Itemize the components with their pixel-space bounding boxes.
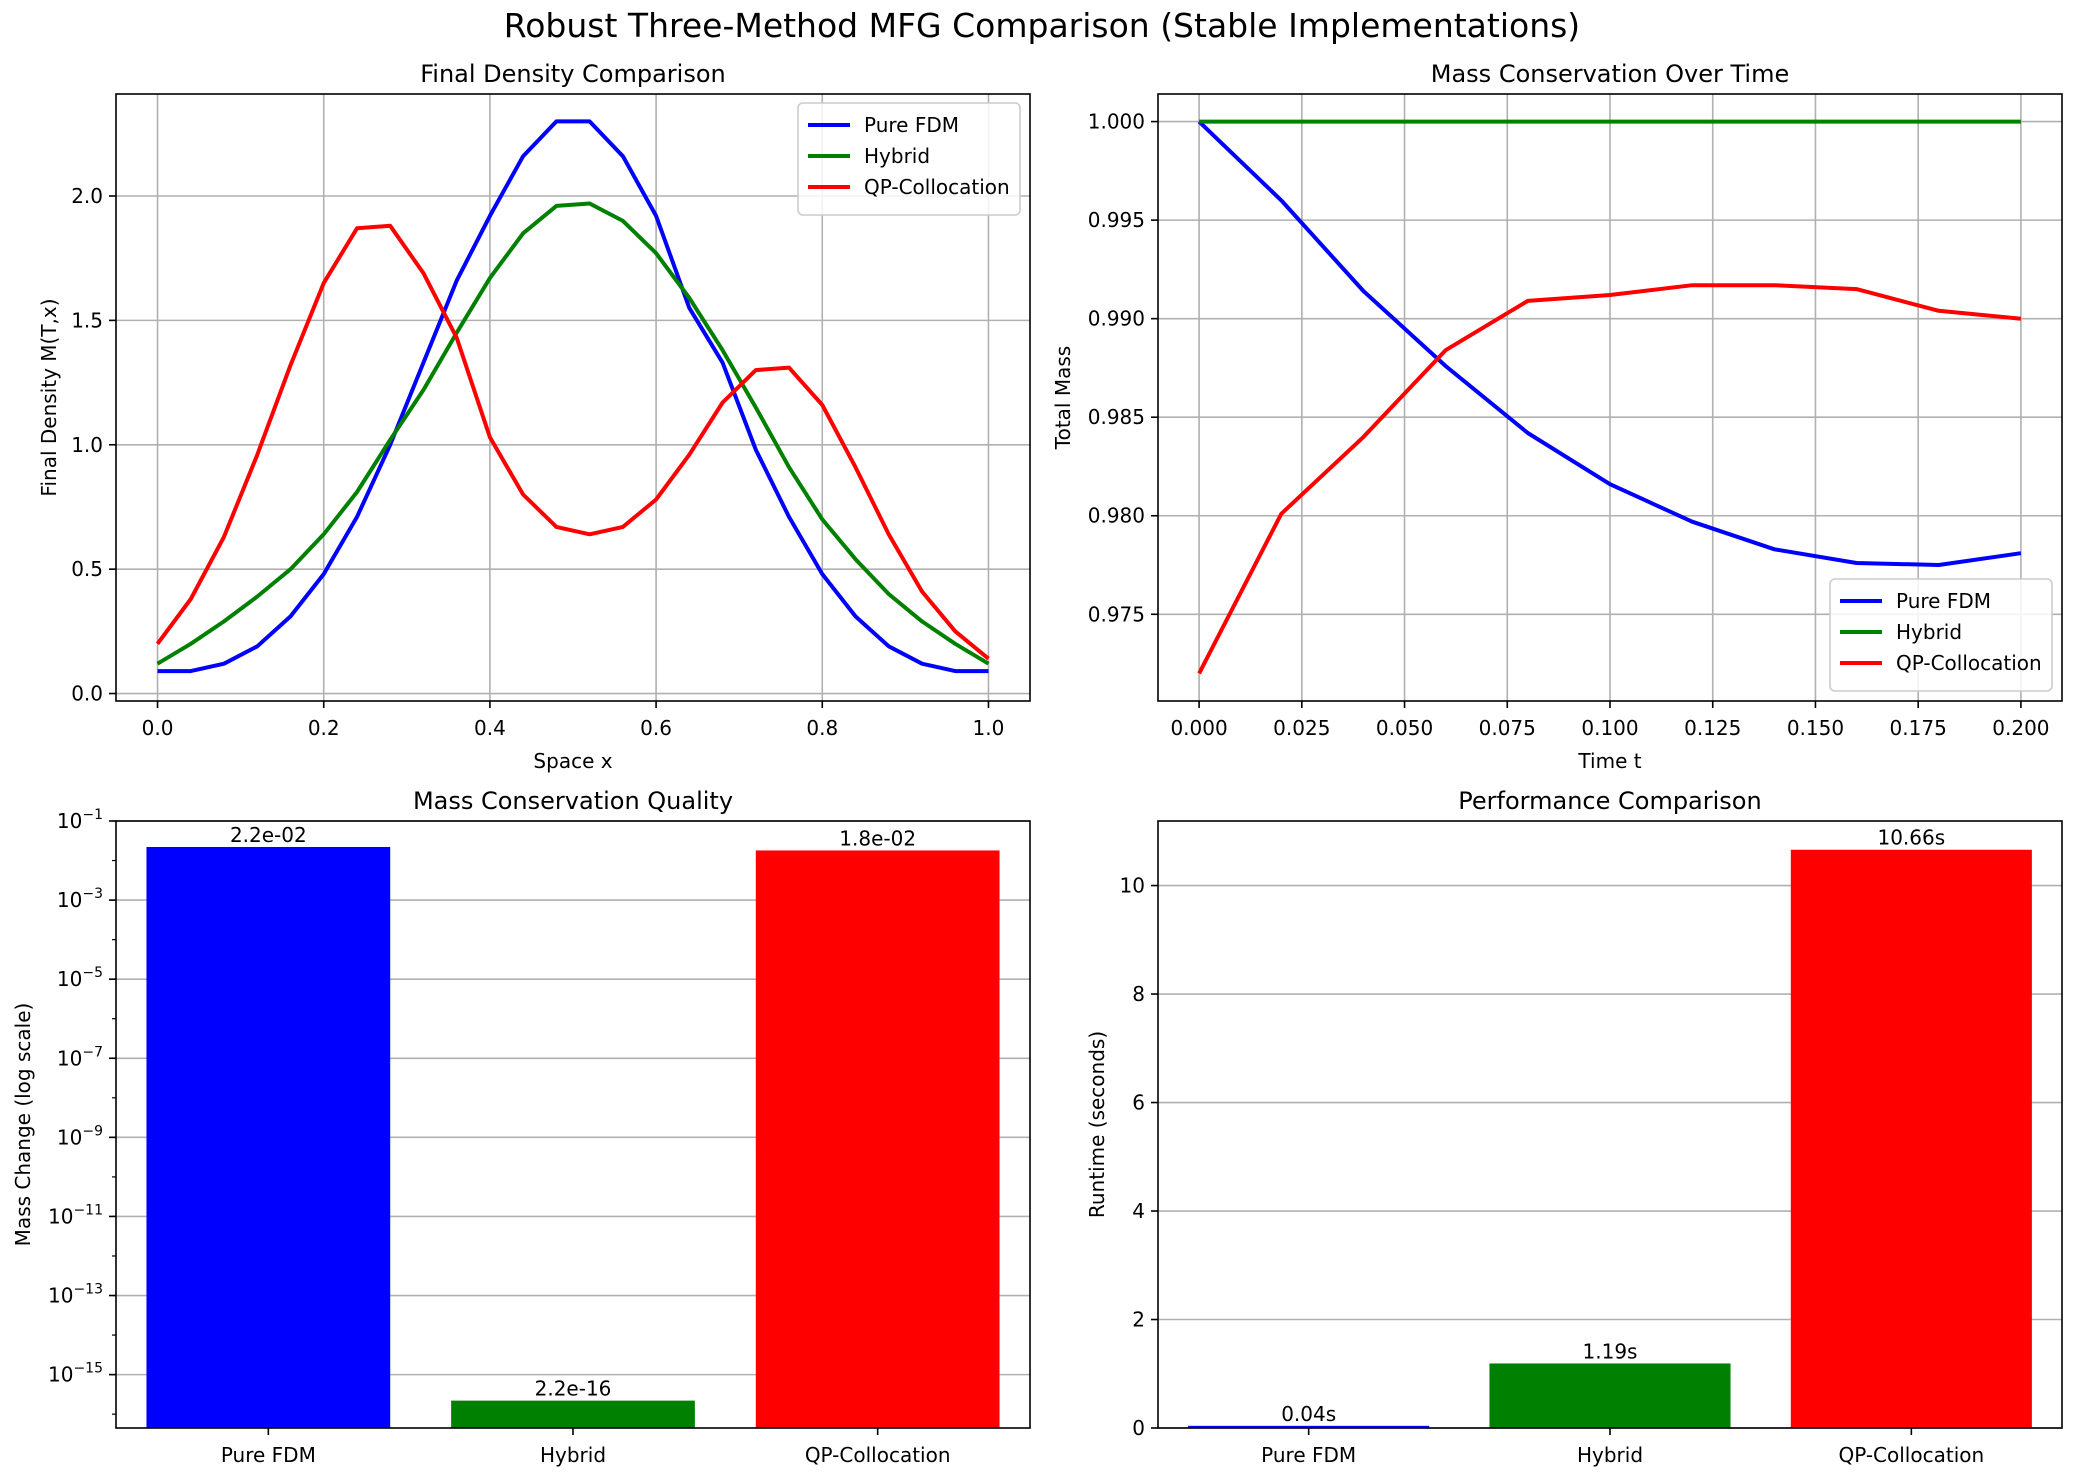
x-tick-label: 0.050 — [1376, 716, 1433, 740]
series-line-hybrid — [156, 201, 990, 666]
y-tick-label: 10−1 — [57, 807, 103, 833]
legend-label: QP-Collocation — [864, 175, 1010, 199]
axes-title: Mass Conservation Quality — [413, 787, 733, 815]
x-tick-label: 0.175 — [1890, 716, 1947, 740]
x-tick-label: 0.000 — [1170, 716, 1227, 740]
y-tick-label: 0 — [1132, 1416, 1145, 1440]
bar-value-label: 2.2e-16 — [535, 1377, 612, 1401]
x-tick-label: 0.150 — [1787, 716, 1844, 740]
y-axis-label: Final Density M(T,x) — [37, 298, 61, 496]
y-tick-label: 6 — [1132, 1091, 1145, 1115]
x-axis-label: Space x — [533, 749, 612, 773]
x-tick-label: Pure FDM — [221, 1443, 316, 1467]
x-tick-label: 0.100 — [1581, 716, 1638, 740]
bar-value-label: 0.04s — [1281, 1402, 1336, 1426]
legend-label: Pure FDM — [864, 113, 959, 137]
figure-title: Robust Three-Method MFG Comparison (Stab… — [503, 6, 1581, 45]
bar-pure-fdm — [1188, 1425, 1430, 1428]
axes-frame — [1157, 820, 2063, 1429]
y-tick-label: 8 — [1132, 982, 1145, 1006]
chart-mass-quality: 2.2e-02 Pure FDM 2.2e-16 Hybrid 1.8e-02 QP-Co… — [11, 787, 1031, 1467]
bar-value-label: 10.66s — [1877, 826, 1945, 850]
x-tick-label: 0.6 — [640, 716, 672, 740]
legend-label: Hybrid — [1896, 620, 1962, 644]
bar-value-label: 1.8e-02 — [839, 826, 916, 850]
y-tick-label: 1.000 — [1088, 110, 1145, 134]
legend-label: QP-Collocation — [1896, 651, 2042, 675]
x-tick-label: QP-Collocation — [805, 1443, 951, 1467]
y-tick-label: 10−13 — [48, 1282, 103, 1308]
bar-pure-fdm — [146, 847, 391, 1428]
chart-final-density: 0.0 0.2 0.4 0.6 0.8 1.0 0.0 0.5 1.0 1.5 2.0 Final D… — [37, 60, 1031, 773]
y-axis-label: Total Mass — [1051, 346, 1075, 450]
axes-title: Performance Comparison — [1458, 787, 1761, 815]
y-tick-label: 10−7 — [57, 1044, 103, 1070]
y-axis-label: Runtime (seconds) — [1085, 1031, 1109, 1218]
bar-value-label: 2.2e-02 — [230, 823, 307, 847]
y-tick-label: 0.995 — [1088, 208, 1145, 232]
chart-performance: 0.04s Pure FDM 1.19s Hybrid 10.66s QP-Colloca… — [1085, 787, 2063, 1467]
x-tick-label: 1.0 — [973, 716, 1005, 740]
x-tick-label: Hybrid — [1577, 1443, 1643, 1467]
y-tick-label: 0.0 — [71, 682, 103, 706]
legend: Pure FDM Hybrid QP-Collocation — [1829, 578, 2053, 692]
series-line-pure-fdm — [157, 119, 989, 674]
x-tick-label: 0.075 — [1479, 716, 1536, 740]
x-tick-label: Hybrid — [540, 1443, 606, 1467]
axes-title: Mass Conservation Over Time — [1431, 60, 1789, 88]
axes-frame — [115, 820, 1031, 1429]
y-tick-label: 10−11 — [48, 1202, 103, 1228]
axes-frame — [115, 93, 1031, 702]
x-tick-label: QP-Collocation — [1838, 1443, 1984, 1467]
x-tick-label: 0.8 — [806, 716, 838, 740]
y-axis-label: Mass Change (log scale) — [11, 1003, 35, 1247]
bar-qp-collocation — [755, 850, 1000, 1428]
y-tick-label: 10−5 — [57, 965, 103, 991]
y-tick-label: 0.975 — [1088, 602, 1145, 626]
y-tick-label: 0.980 — [1088, 504, 1145, 528]
axes-title: Final Density Comparison — [420, 60, 726, 88]
x-tick-label: 0.200 — [1992, 716, 2049, 740]
y-tick-label: 2 — [1132, 1308, 1145, 1332]
y-tick-label: 1.5 — [71, 308, 103, 332]
legend-label: Hybrid — [864, 144, 930, 168]
y-tick-label: 10−3 — [57, 886, 103, 912]
legend: Pure FDM Hybrid QP-Collocation — [797, 102, 1021, 216]
bar-qp-collocation — [1790, 849, 2032, 1428]
y-tick-label: 0.990 — [1088, 307, 1145, 331]
legend-box — [797, 102, 1021, 216]
y-tick-label: 2.0 — [71, 184, 103, 208]
y-tick-label: 0.985 — [1088, 405, 1145, 429]
y-tick-label: 10−15 — [48, 1361, 103, 1387]
bar-hybrid — [1489, 1363, 1731, 1428]
chart-mass-conservation: 0.000 0.025 0.050 0.075 0.100 0.125 0.150 0.175… — [1051, 60, 2063, 773]
x-axis-label: Time t — [1577, 749, 1641, 773]
legend-box — [1829, 578, 2053, 692]
x-tick-label: 0.0 — [142, 716, 174, 740]
x-tick-label: Pure FDM — [1261, 1443, 1356, 1467]
y-tick-label: 0.5 — [71, 557, 103, 581]
series-line-qp-collocation — [155, 223, 990, 661]
series-line-qp-collocation — [1197, 283, 2022, 675]
bar-value-label: 1.19s — [1583, 1339, 1638, 1363]
x-tick-label: 0.4 — [474, 716, 506, 740]
y-tick-label: 10−9 — [57, 1123, 103, 1149]
x-tick-label: 0.125 — [1684, 716, 1741, 740]
x-tick-label: 0.2 — [308, 716, 340, 740]
series-line-pure-fdm — [1197, 120, 2022, 567]
x-tick-label: 0.025 — [1273, 716, 1330, 740]
bar-hybrid — [451, 1400, 695, 1428]
legend-label: Pure FDM — [1896, 589, 1991, 613]
y-tick-label: 4 — [1132, 1199, 1145, 1223]
y-tick-label: 10 — [1120, 874, 1145, 898]
y-tick-label: 1.0 — [71, 433, 103, 457]
